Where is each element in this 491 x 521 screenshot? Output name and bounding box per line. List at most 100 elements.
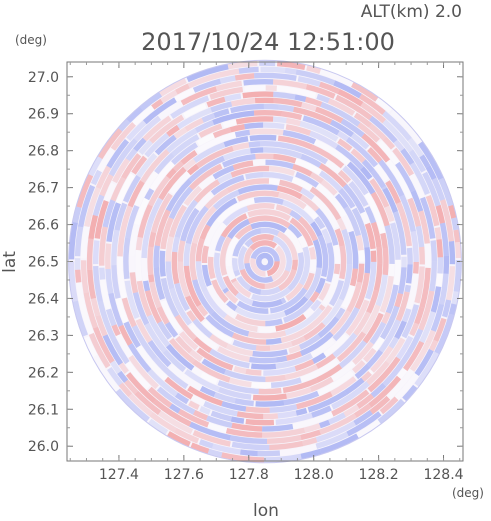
- echo-segment: [232, 160, 254, 171]
- echo-segment: [229, 435, 268, 445]
- echo-segment: [219, 68, 240, 78]
- echo-segment: [401, 304, 420, 339]
- echo-segment: [386, 368, 415, 400]
- echo-segment: [70, 193, 79, 208]
- echo-segment: [177, 408, 210, 428]
- echo-segment: [232, 257, 239, 272]
- echo-segment: [260, 227, 280, 237]
- echo-segment: [268, 165, 296, 177]
- echo-segment: [174, 428, 200, 444]
- echo-segment: [341, 284, 356, 309]
- echo-segment: [142, 280, 151, 292]
- echo-segment: [245, 172, 264, 180]
- echo-segment: [396, 367, 408, 380]
- echo-segment: [154, 152, 175, 175]
- echo-segment: [351, 207, 370, 248]
- echo-segment: [338, 187, 356, 209]
- echo-segment: [269, 440, 304, 451]
- echo-segment: [171, 251, 180, 285]
- echo-segment: [297, 235, 308, 249]
- echo-segment: [242, 91, 274, 99]
- echo-segment: [222, 148, 251, 161]
- echo-segment: [343, 404, 360, 418]
- echo-segment: [439, 222, 449, 257]
- echo-segment: [74, 226, 84, 257]
- echo-segment: [160, 277, 180, 318]
- echo-segment: [164, 321, 179, 338]
- echo-segment: [204, 188, 230, 210]
- echo-segment: [395, 201, 405, 214]
- echo-segment: [294, 145, 329, 165]
- echo-segment: [399, 194, 416, 232]
- echo-segment: [372, 336, 385, 352]
- echo-segment: [426, 329, 436, 344]
- echo-segment: [297, 216, 318, 242]
- echo-segment: [430, 303, 445, 332]
- echo-segment: [192, 318, 213, 339]
- echo-segment: [337, 169, 352, 184]
- echo-segment: [414, 348, 434, 377]
- echo-segment: [282, 299, 314, 323]
- echo-segment: [385, 284, 399, 314]
- echo-segment: [80, 226, 90, 259]
- echo-segment: [259, 326, 277, 333]
- echo-segment: [174, 392, 190, 405]
- echo-segment: [177, 261, 191, 298]
- echo-segment: [253, 110, 283, 117]
- echo-segment: [209, 86, 244, 100]
- echo-segment: [105, 268, 114, 294]
- echo-segment: [408, 149, 426, 173]
- echo-segment: [359, 166, 373, 180]
- echo-segment: [158, 166, 187, 201]
- echo-segment: [276, 231, 298, 261]
- echo-segment: [211, 443, 241, 455]
- echo-segment: [367, 356, 401, 393]
- echo-segment: [393, 259, 401, 286]
- echo-segment: [209, 333, 229, 349]
- echo-segment: [276, 85, 317, 99]
- echo-segment: [165, 128, 198, 154]
- echo-segment: [257, 450, 281, 457]
- echo-segment: [175, 335, 193, 354]
- echo-segment: [201, 264, 212, 287]
- echo-segment: [309, 259, 317, 272]
- echo-segment: [402, 384, 418, 402]
- echo-segment: [139, 92, 163, 111]
- echo-segment: [406, 247, 413, 265]
- echo-segment: [95, 314, 108, 337]
- echo-segment: [334, 193, 349, 209]
- echo-segment: [157, 410, 194, 435]
- echo-segment: [236, 275, 252, 291]
- echo-segment: [451, 217, 459, 231]
- echo-segment: [217, 346, 250, 363]
- echo-segment: [137, 204, 153, 238]
- echo-segment: [315, 431, 349, 449]
- echo-segment: [310, 299, 322, 312]
- echo-segment: [149, 161, 175, 191]
- echo-segment: [315, 353, 336, 369]
- echo-segment: [285, 117, 301, 127]
- echo-segment: [273, 97, 303, 108]
- echo-segment: [222, 275, 240, 297]
- echo-segment: [189, 163, 223, 191]
- echo-segment: [232, 339, 257, 351]
- echo-segment: [251, 287, 291, 302]
- echo-segment: [336, 130, 350, 142]
- echo-segment: [303, 423, 321, 433]
- echo-segment: [190, 107, 213, 122]
- echo-segment: [147, 314, 171, 348]
- echo-segment: [282, 129, 317, 145]
- echo-segment: [211, 279, 229, 303]
- echo-segment: [245, 406, 270, 413]
- echo-segment: [129, 223, 140, 257]
- echo-segment: [418, 210, 430, 244]
- echo-segment: [153, 266, 166, 300]
- echo-segment: [354, 403, 372, 418]
- echo-segment: [337, 89, 364, 107]
- echo-segment: [103, 182, 117, 202]
- echo-segment: [409, 341, 431, 372]
- echo-segment: [160, 89, 178, 104]
- echo-segment: [123, 321, 141, 349]
- echo-segment: [182, 158, 197, 171]
- echo-segment: [382, 351, 412, 387]
